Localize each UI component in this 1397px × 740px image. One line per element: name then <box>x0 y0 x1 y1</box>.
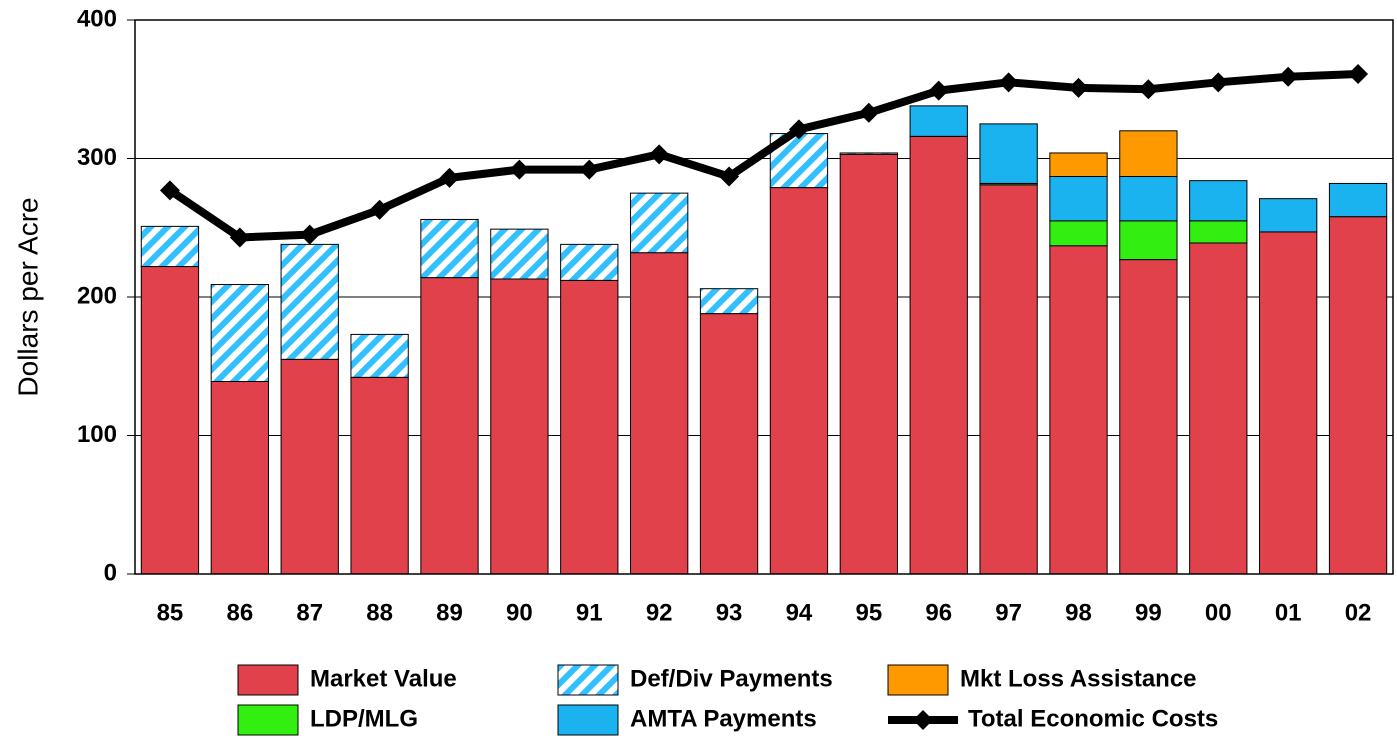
bar-segment <box>839 152 898 155</box>
bar-segment <box>420 277 479 575</box>
bar-segment <box>490 278 549 575</box>
bar-segment <box>280 358 339 575</box>
x-tick-label: 92 <box>646 599 673 626</box>
line-marker <box>299 224 320 245</box>
bar-segment <box>1189 220 1248 244</box>
bar-segment <box>1328 182 1388 218</box>
bar-segment <box>210 284 269 382</box>
bar-segment <box>1259 231 1318 575</box>
x-tick-label: 93 <box>716 599 743 626</box>
legend-label: AMTA Payments <box>630 705 817 732</box>
line-marker <box>1348 64 1369 85</box>
bar-segment <box>1049 152 1108 178</box>
x-tick-label: 96 <box>925 599 952 626</box>
x-tick-label: 99 <box>1135 599 1162 626</box>
line-marker <box>1068 77 1089 98</box>
line-marker <box>1138 79 1159 100</box>
bar-segment <box>280 243 339 360</box>
bar-segment <box>699 313 759 575</box>
legend-label: Def/Div Payments <box>630 665 833 692</box>
y-tick-label: 200 <box>77 282 117 309</box>
bar-segment <box>909 105 968 137</box>
x-tick-label: 87 <box>296 599 323 626</box>
bar-segment <box>769 187 829 575</box>
x-tick-label: 98 <box>1065 599 1092 626</box>
line-marker <box>1208 72 1229 93</box>
y-tick-label: 400 <box>77 5 117 32</box>
line-marker <box>439 167 460 188</box>
bar-segment <box>420 218 479 279</box>
line-marker <box>788 119 809 140</box>
bar-segment <box>1119 220 1178 261</box>
line-marker <box>1278 66 1299 87</box>
legend-swatch <box>237 704 299 736</box>
bar-segment <box>979 123 1038 184</box>
bar-segment <box>1189 180 1248 222</box>
bar-segment <box>1189 242 1248 575</box>
bar-segment <box>1049 220 1108 247</box>
bar-segment <box>1328 216 1388 575</box>
legend-label: Mkt Loss Assistance <box>960 665 1197 692</box>
x-tick-label: 86 <box>226 599 253 626</box>
line-marker <box>649 144 670 165</box>
x-tick-label: 94 <box>786 599 813 626</box>
line-marker <box>509 159 530 180</box>
bar-segment <box>1119 176 1178 222</box>
plot-frame <box>134 19 1394 575</box>
x-tick-label: 89 <box>436 599 463 626</box>
y-axis-label: Dollars per Acre <box>12 197 43 396</box>
bar-segment <box>839 153 898 575</box>
bar-segment <box>1049 245 1108 575</box>
x-tick-label: 95 <box>855 599 882 626</box>
line-marker <box>159 180 180 201</box>
bar-segment <box>350 376 409 575</box>
bar-segment <box>140 225 200 268</box>
y-tick-label: 300 <box>77 144 117 171</box>
bar-segment <box>1259 198 1318 233</box>
line-marker <box>719 166 740 187</box>
bar-segment <box>210 380 269 575</box>
x-tick-label: 00 <box>1205 599 1232 626</box>
x-tick-label: 97 <box>995 599 1022 626</box>
bar-segment <box>140 266 200 575</box>
bar-segment <box>1049 176 1108 222</box>
bar-segment <box>699 288 759 315</box>
line-marker <box>998 72 1019 93</box>
legend-swatch <box>887 664 949 696</box>
x-tick-label: 85 <box>157 599 184 626</box>
bar-segment <box>630 252 689 575</box>
legend-label: LDP/MLG <box>310 705 418 732</box>
x-tick-label: 02 <box>1345 599 1372 626</box>
y-tick-label: 0 <box>104 559 117 586</box>
bar-segment <box>630 192 689 254</box>
bar-segment <box>490 228 549 280</box>
line-marker <box>858 102 879 123</box>
bar-segment <box>909 135 968 575</box>
bar-segment <box>1119 130 1178 178</box>
bar-segment <box>1119 259 1178 575</box>
x-tick-label: 91 <box>576 599 603 626</box>
x-tick-label: 88 <box>366 599 393 626</box>
line-series <box>167 70 1359 242</box>
bar-segment <box>979 184 1038 575</box>
legend-label: Total Economic Costs <box>968 705 1218 732</box>
line-marker <box>579 159 600 180</box>
line-marker <box>369 199 390 220</box>
y-tick-label: 100 <box>77 421 117 448</box>
line-marker <box>229 227 250 248</box>
line-marker <box>928 80 949 101</box>
bar-segment <box>560 279 619 575</box>
legend-label: Market Value <box>310 665 457 692</box>
legend-swatch <box>237 664 299 696</box>
bar-segment <box>350 333 409 378</box>
legend-swatch <box>913 710 933 730</box>
legend-swatch <box>557 704 619 736</box>
x-tick-label: 90 <box>506 599 533 626</box>
x-tick-label: 01 <box>1275 599 1302 626</box>
bar-segment <box>560 243 619 281</box>
legend-swatch <box>557 664 619 696</box>
